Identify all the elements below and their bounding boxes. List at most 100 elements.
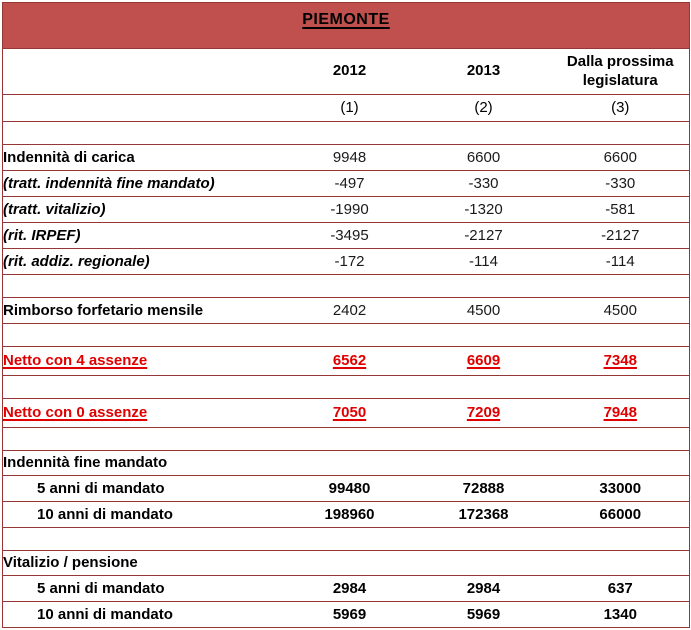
row-value: -330 <box>551 170 690 197</box>
column-header-next-legislature: Dalla prossima legislatura <box>551 48 690 95</box>
row-value <box>551 550 690 576</box>
table-row: (rit. IRPEF) -3495 -2127 -2127 <box>2 222 690 249</box>
row-value: 6600 <box>551 144 690 171</box>
row-value <box>415 427 552 451</box>
table-row: Indennità fine mandato <box>2 450 690 476</box>
row-value: 33000 <box>551 475 690 502</box>
row-value <box>415 527 552 551</box>
table-body: Indennità di carica 9948 6600 6600 (tratt. i… <box>2 121 690 628</box>
column-ref-1: (1) <box>283 94 416 122</box>
row-label <box>2 527 284 551</box>
row-label: Netto con 4 assenze <box>2 346 284 376</box>
row-label: (tratt. indennità fine mandato) <box>2 170 284 197</box>
row-value <box>283 527 416 551</box>
row-value: -172 <box>283 248 416 275</box>
column-header-2012: 2012 <box>283 48 416 95</box>
row-value: 1340 <box>551 601 690 628</box>
row-value: 9948 <box>283 144 416 171</box>
row-label <box>2 323 284 347</box>
column-header-empty <box>2 48 284 95</box>
row-value: -3495 <box>283 222 416 249</box>
row-label: 10 anni di mandato <box>2 501 284 528</box>
title-band: PIEMONTE <box>2 2 690 49</box>
row-value <box>551 121 690 145</box>
spacer-row <box>2 527 690 551</box>
row-label: 5 anni di mandato <box>2 475 284 502</box>
row-value: 172368 <box>415 501 552 528</box>
row-value: -1990 <box>283 196 416 223</box>
row-value: 4500 <box>415 297 552 324</box>
column-ref-empty <box>2 94 284 122</box>
row-value: 198960 <box>283 501 416 528</box>
table-row: (tratt. vitalizio) -1990 -1320 -581 <box>2 196 690 223</box>
row-label: Netto con 0 assenze <box>2 398 284 428</box>
row-value <box>415 375 552 399</box>
row-value: 7948 <box>551 398 690 428</box>
row-value: 6609 <box>415 346 552 376</box>
row-value: 72888 <box>415 475 552 502</box>
row-value <box>283 323 416 347</box>
row-value: 5969 <box>415 601 552 628</box>
row-label: 10 anni di mandato <box>2 601 284 628</box>
row-label: Indennità di carica <box>2 144 284 171</box>
row-value: 6600 <box>415 144 552 171</box>
table-row: (rit. addiz. regionale) -172 -114 -114 <box>2 248 690 275</box>
row-value: 2984 <box>283 575 416 602</box>
row-value: -2127 <box>415 222 552 249</box>
row-value <box>551 450 690 476</box>
row-value <box>551 375 690 399</box>
table-row: 5 anni di mandato 2984 2984 637 <box>2 575 690 602</box>
row-value <box>283 450 416 476</box>
row-label <box>2 427 284 451</box>
column-refs-row: (1) (2) (3) <box>2 94 690 122</box>
row-value <box>415 450 552 476</box>
row-value: 7050 <box>283 398 416 428</box>
row-value: 66000 <box>551 501 690 528</box>
row-value: 637 <box>551 575 690 602</box>
row-value: 2402 <box>283 297 416 324</box>
table-row: 10 anni di mandato 5969 5969 1340 <box>2 601 690 628</box>
row-label: (tratt. vitalizio) <box>2 196 284 223</box>
row-value: -2127 <box>551 222 690 249</box>
row-value: 2984 <box>415 575 552 602</box>
row-value <box>415 121 552 145</box>
table-row: Netto con 4 assenze 6562 6609 7348 <box>2 346 690 376</box>
row-label <box>2 274 284 298</box>
column-ref-3: (3) <box>551 94 690 122</box>
table-row: 5 anni di mandato 99480 72888 33000 <box>2 475 690 502</box>
row-label <box>2 375 284 399</box>
row-value <box>415 550 552 576</box>
row-value <box>283 375 416 399</box>
row-value: 7348 <box>551 346 690 376</box>
row-value: 4500 <box>551 297 690 324</box>
table-row: (tratt. indennità fine mandato) -497 -330-… <box>2 170 690 197</box>
title-band-cell: PIEMONTE <box>2 2 690 49</box>
row-value: -581 <box>551 196 690 223</box>
row-value: -114 <box>415 248 552 275</box>
row-value: -497 <box>283 170 416 197</box>
row-value <box>551 427 690 451</box>
row-label: Indennità fine mandato <box>2 450 284 476</box>
row-value: 99480 <box>283 475 416 502</box>
spacer-row <box>2 375 690 399</box>
column-header-row: 2012 2013 Dalla prossima legislatura <box>2 48 690 95</box>
row-label: Vitalizio / pensione <box>2 550 284 576</box>
row-value <box>415 323 552 347</box>
row-label: Rimborso forfetario mensile <box>2 297 284 324</box>
row-value <box>551 274 690 298</box>
row-value: 7209 <box>415 398 552 428</box>
row-value: -330 <box>415 170 552 197</box>
spacer-row <box>2 121 690 145</box>
table-row: Vitalizio / pensione <box>2 550 690 576</box>
page-title: PIEMONTE <box>302 11 390 28</box>
row-value: -114 <box>551 248 690 275</box>
column-ref-2: (2) <box>415 94 552 122</box>
row-value <box>283 274 416 298</box>
row-value: -1320 <box>415 196 552 223</box>
row-label: 5 anni di mandato <box>2 575 284 602</box>
row-value <box>551 323 690 347</box>
row-value: 5969 <box>283 601 416 628</box>
row-label <box>2 121 284 145</box>
